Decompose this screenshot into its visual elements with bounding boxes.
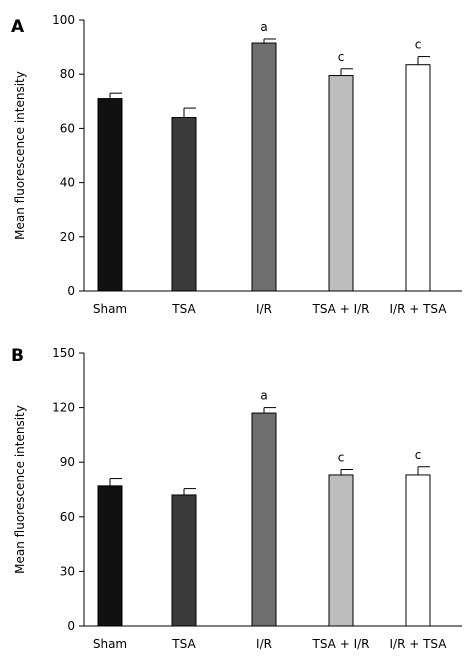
y-tick-label: 100 xyxy=(52,13,75,27)
panel-letter: B xyxy=(11,346,24,366)
category-label: I/R xyxy=(256,302,272,316)
bar xyxy=(171,494,197,627)
y-axis-title: Mean fluorescence intensity xyxy=(13,405,27,574)
panel-letter: A xyxy=(11,17,25,37)
category-label: TSA + I/R xyxy=(312,637,370,651)
y-tick-label: 0 xyxy=(67,284,75,298)
y-tick-label: 40 xyxy=(60,176,75,190)
y-tick-label: 60 xyxy=(60,121,75,135)
bar xyxy=(97,98,123,292)
y-axis-title: Mean fluorescence intensity xyxy=(13,71,27,240)
bar xyxy=(405,64,431,292)
bar xyxy=(328,474,354,627)
category-label: I/R + TSA xyxy=(390,302,448,316)
bar xyxy=(171,117,197,292)
y-tick-label: 60 xyxy=(60,510,75,524)
bar xyxy=(328,75,354,292)
bar xyxy=(405,474,431,627)
chart-panel-a: A Mean fluorescence intensity 0 20 40 60 80 100… xyxy=(11,13,462,316)
significance-label: c xyxy=(415,38,422,52)
bar xyxy=(97,485,123,627)
category-label: I/R + TSA xyxy=(390,637,448,651)
significance-label: c xyxy=(415,448,422,462)
y-tick-label: 80 xyxy=(60,67,75,81)
y-tick-label: 150 xyxy=(52,346,75,360)
y-tick-label: 120 xyxy=(52,401,75,415)
category-label: Sham xyxy=(93,637,127,651)
significance-label: c xyxy=(338,50,345,64)
category-label: TSA xyxy=(171,302,196,316)
bar xyxy=(251,42,277,292)
y-tick-label: 30 xyxy=(60,564,75,578)
category-label: TSA xyxy=(171,637,196,651)
y-tick-label: 20 xyxy=(60,230,75,244)
category-label: I/R xyxy=(256,637,272,651)
bar xyxy=(251,412,277,627)
significance-label: c xyxy=(338,450,345,464)
category-label: Sham xyxy=(93,302,127,316)
significance-label: a xyxy=(260,20,267,34)
category-label: TSA + I/R xyxy=(312,302,370,316)
y-tick-label: 90 xyxy=(60,455,75,469)
chart-panel-b: B Mean fluorescence intensity 0 30 60 90 120 15… xyxy=(11,346,462,651)
significance-label: a xyxy=(260,389,267,403)
y-tick-label: 0 xyxy=(67,619,75,633)
